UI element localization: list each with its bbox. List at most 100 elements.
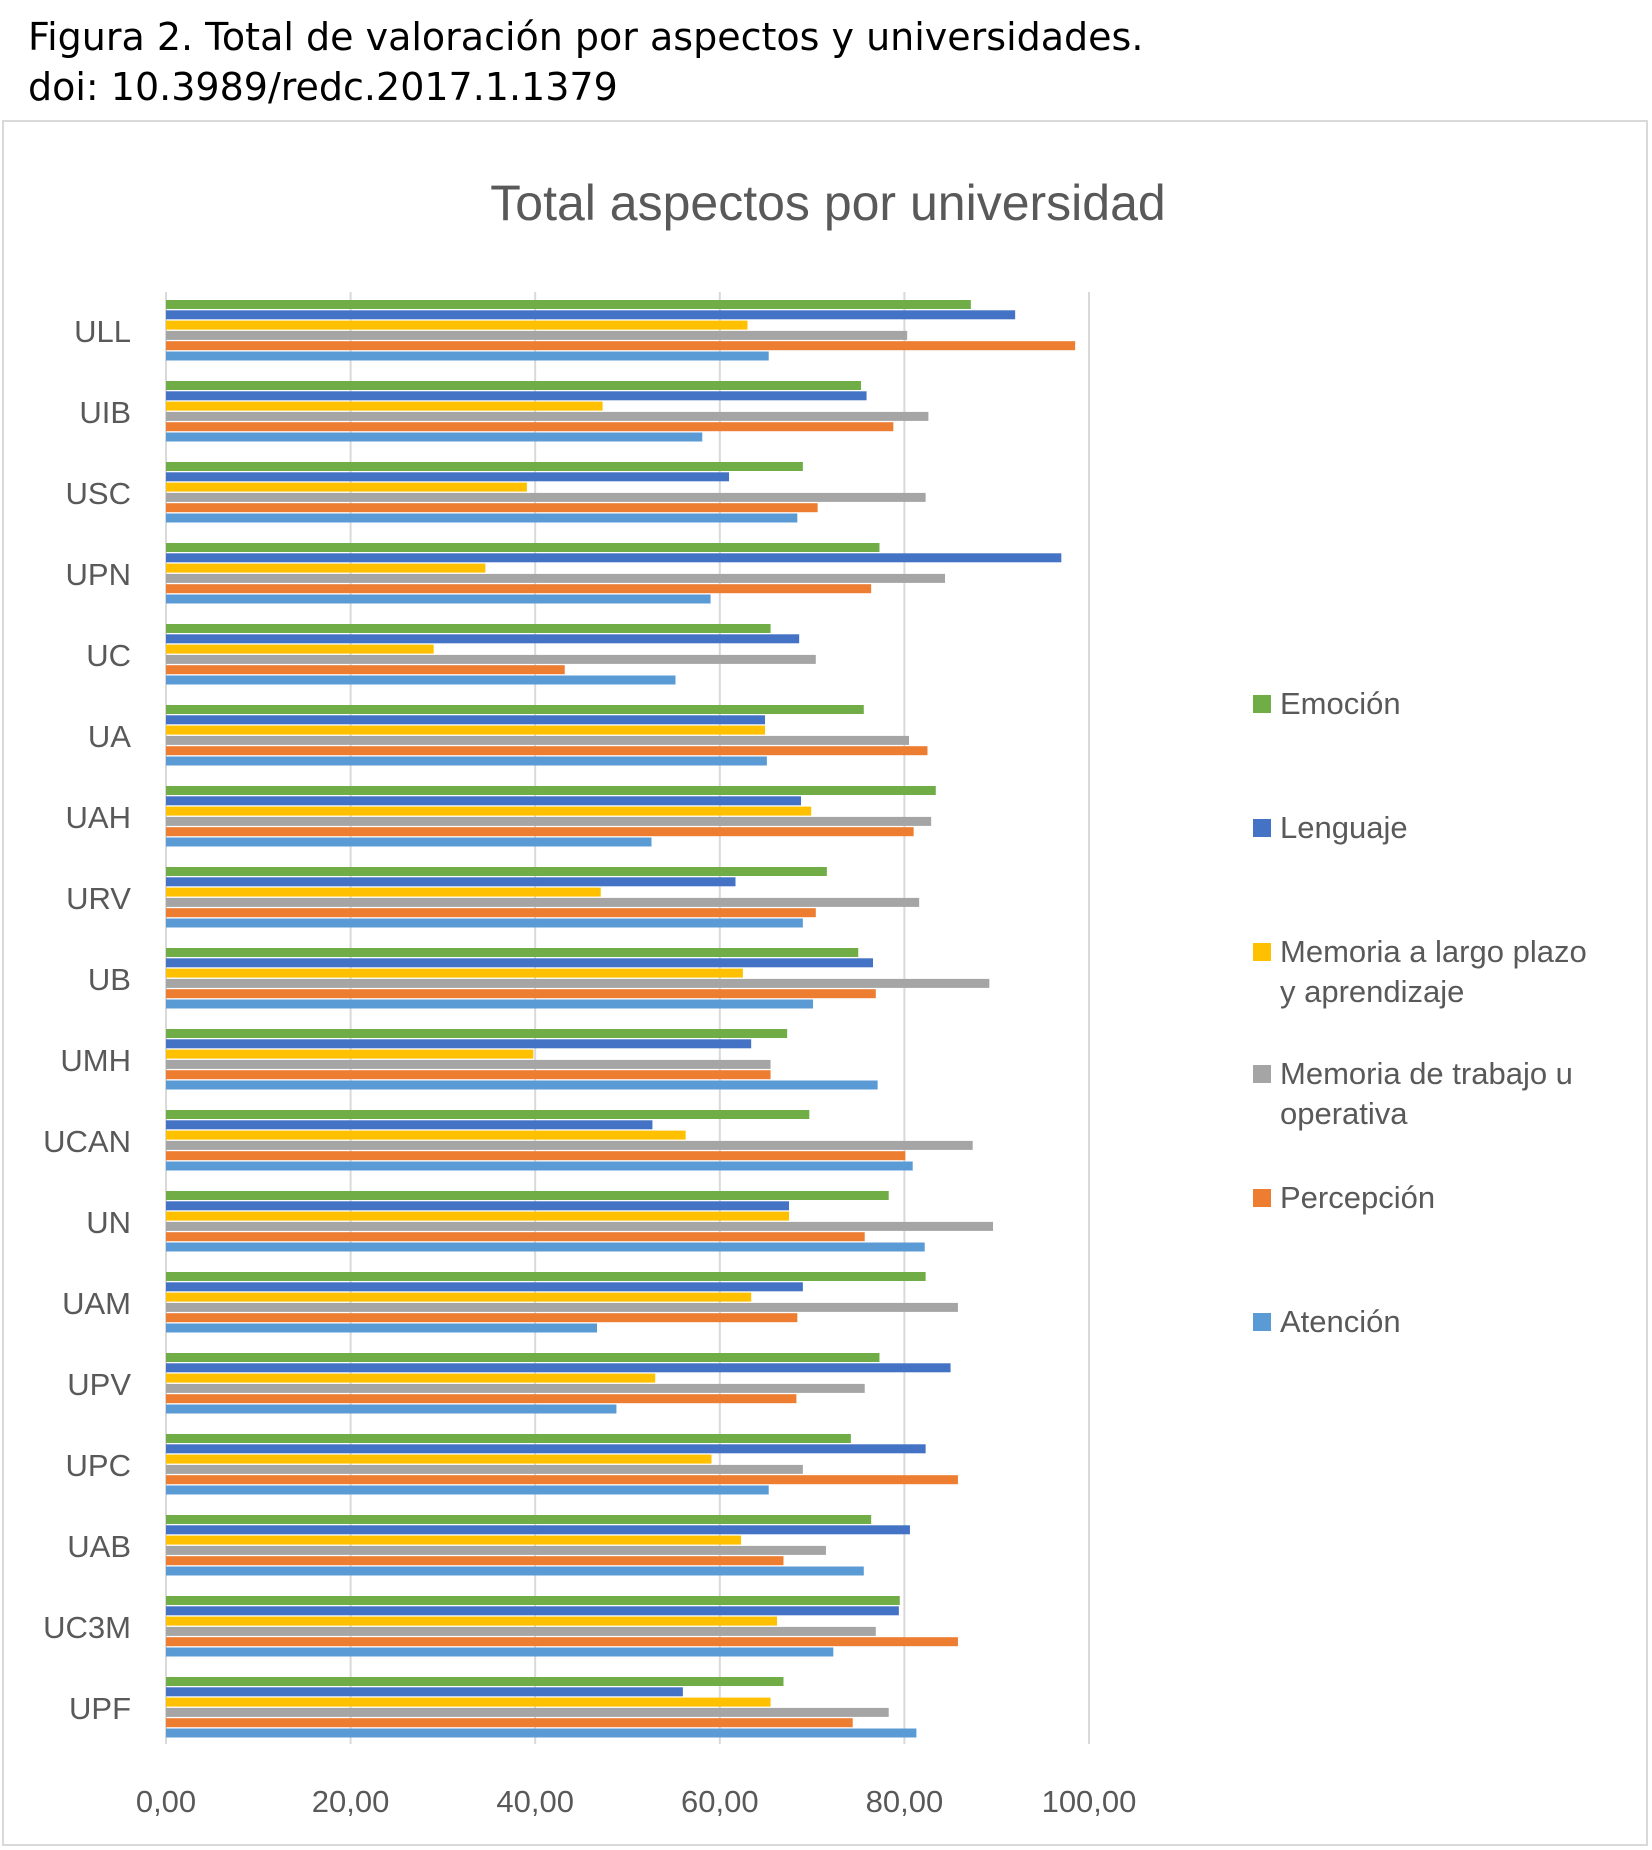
bar (166, 381, 862, 390)
bar (166, 1029, 788, 1038)
y-category-label: UPN (66, 557, 131, 592)
bar (166, 584, 872, 594)
bar (166, 1566, 864, 1576)
bar (166, 1515, 872, 1524)
bar (166, 432, 703, 442)
legend-label: Memoria a largo plazo y aprendizaje (1280, 934, 1587, 1009)
x-tick-label: 100,00 (1042, 1784, 1137, 1819)
bar (166, 978, 990, 988)
bar (166, 665, 565, 675)
x-tick-label: 60,00 (681, 1784, 759, 1819)
bar (166, 786, 936, 795)
legend-label: Emoción (1280, 686, 1401, 721)
bar (166, 948, 859, 957)
legend-swatch (1253, 1189, 1271, 1207)
caption-line-1: Figura 2. Total de valoración por aspect… (28, 15, 1144, 59)
bar (166, 756, 767, 766)
bar (166, 1059, 771, 1069)
bar (166, 1444, 926, 1454)
bar (166, 1130, 686, 1140)
bar (166, 1151, 906, 1161)
bar (166, 1545, 826, 1555)
bar (166, 1049, 534, 1059)
x-tick-label: 20,00 (312, 1784, 390, 1819)
bar (166, 1677, 784, 1686)
bar (166, 705, 864, 714)
bar (166, 594, 711, 604)
bar (166, 573, 946, 583)
bar (166, 391, 867, 401)
bar (166, 411, 929, 421)
y-category-label: UPF (69, 1691, 131, 1726)
bar (166, 968, 743, 978)
y-category-label: UAB (67, 1529, 131, 1564)
bar (166, 989, 876, 999)
caption-line-2: doi: 10.3989/redc.2017.1.1379 (28, 65, 618, 109)
bar (166, 563, 486, 573)
legend-swatch (1253, 1313, 1271, 1331)
y-category-label: UAM (62, 1286, 131, 1321)
bar (166, 715, 766, 725)
bar (166, 1302, 958, 1312)
bar (166, 644, 434, 654)
legend-label: Memoria de trabajo u operativa (1280, 1056, 1573, 1131)
legend-swatch (1253, 1065, 1271, 1083)
y-category-label: UIB (79, 395, 131, 430)
bar (166, 1161, 913, 1171)
bar (166, 1120, 653, 1130)
bar (166, 1525, 910, 1535)
bar (166, 1454, 712, 1464)
y-category-label: UPC (66, 1448, 131, 1483)
bar (166, 1363, 951, 1373)
bar (166, 887, 601, 897)
bars (166, 300, 1076, 1738)
chart-title: Total aspectos por universidad (490, 175, 1165, 231)
bar (166, 1313, 798, 1323)
bar (166, 999, 814, 1009)
bar (166, 837, 652, 847)
bar (166, 482, 527, 492)
bar (166, 1728, 917, 1738)
bar (166, 1282, 803, 1292)
y-category-label: UB (88, 962, 131, 997)
bar (166, 1080, 878, 1090)
bar (166, 543, 880, 552)
bar (166, 300, 971, 309)
bar (166, 1687, 683, 1697)
bar (166, 1475, 958, 1485)
bar (166, 1596, 900, 1605)
bar (166, 1232, 865, 1242)
legend-label: Percepción (1280, 1180, 1435, 1215)
bar (166, 1292, 752, 1302)
bar (166, 462, 803, 471)
x-tick-label: 80,00 (866, 1784, 944, 1819)
bar (166, 1110, 810, 1119)
bar (166, 796, 802, 806)
bar (166, 1191, 889, 1200)
bar (166, 341, 1076, 351)
bar (166, 634, 800, 644)
bar (166, 1140, 973, 1150)
bar (166, 422, 894, 432)
bar (166, 1626, 876, 1636)
bar (166, 513, 798, 523)
x-tick-label: 0,00 (136, 1784, 196, 1819)
bar (166, 1697, 771, 1707)
bar (166, 675, 676, 685)
legend-swatch (1253, 819, 1271, 837)
y-category-label: UAH (66, 800, 131, 835)
bar (166, 1464, 803, 1474)
bar (166, 553, 1062, 563)
y-category-label: UMH (60, 1043, 131, 1078)
bar (166, 958, 874, 968)
bar (166, 1637, 958, 1647)
bar (166, 877, 736, 887)
bar (166, 1404, 617, 1414)
legend: Emoción Lenguaje Memoria a largo plazo y ap… (1253, 686, 1587, 1339)
bar (166, 330, 908, 340)
bar (166, 1221, 994, 1231)
bar (166, 1535, 742, 1545)
bar (166, 908, 816, 918)
bar (166, 725, 766, 735)
bar (166, 472, 730, 482)
